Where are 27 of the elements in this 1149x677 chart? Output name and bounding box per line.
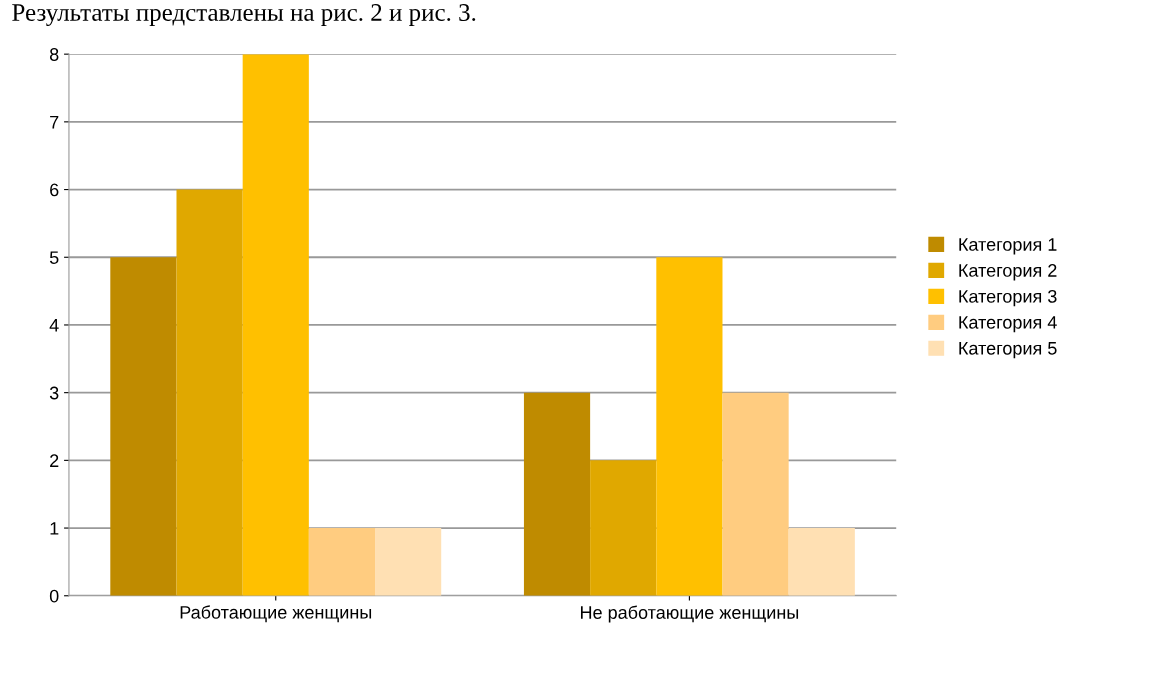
bar [523, 392, 591, 596]
x-tick-label: Работающие женщины [180, 605, 372, 623]
x-tick-label: Не работающие женщины [580, 605, 799, 623]
y-tick-label: 4 [49, 319, 59, 332]
bar [110, 257, 177, 596]
legend-label: Категория 3 [959, 289, 1057, 307]
bar [788, 528, 855, 596]
legend-label: Категория 4 [959, 316, 1057, 333]
bar [375, 528, 442, 596]
text: Результаты представлены на рис. 2 и рис. 3. [12, 4, 476, 27]
y-tick-label: 0 [49, 589, 59, 603]
bar [176, 189, 243, 596]
legend-label: Категория 5 [959, 342, 1057, 359]
y-tick-label: 2 [50, 454, 59, 467]
bar [656, 257, 723, 596]
y-tick-label: 3 [49, 386, 59, 400]
y-tick-label: 1 [50, 522, 59, 535]
y-tick-label: 7 [50, 115, 59, 129]
y-tick-label: 5 [49, 251, 59, 264]
y-tick-label: 6 [50, 183, 59, 197]
y-tick-label: 8 [49, 48, 59, 61]
legend-label: Категория 2 [959, 264, 1057, 281]
bar [308, 528, 376, 596]
bar [722, 392, 789, 596]
bar [242, 54, 309, 596]
legend-label: Категория 1 [959, 238, 1057, 255]
bar [590, 460, 657, 596]
